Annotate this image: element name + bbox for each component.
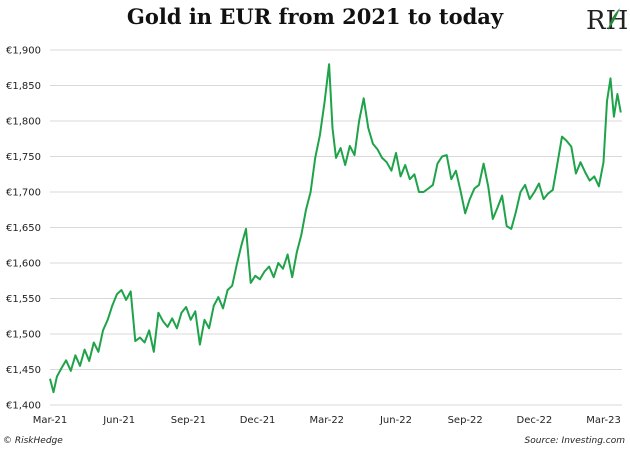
y-tick-label: €1,750 — [6, 152, 41, 163]
y-tick-label: €1,650 — [6, 223, 41, 234]
x-tick-label: Mar-23 — [586, 415, 621, 426]
x-tick-label: Jun-22 — [379, 415, 412, 426]
x-axis: Mar-21 Jun-21 Sep-21 Dec-21 Mar-22 Jun-22 Sep-… — [33, 415, 621, 426]
x-tick-label: Sep-22 — [448, 415, 483, 426]
x-tick-label: Dec-22 — [517, 415, 553, 426]
y-tick-label: €1,800 — [6, 117, 41, 128]
y-tick-label: €1,400 — [6, 401, 41, 412]
y-tick-label: €1,500 — [6, 330, 41, 341]
y-tick-label: €1,450 — [6, 365, 41, 376]
logo-text: RH — [586, 6, 628, 36]
chart-title: Gold in EUR from 2021 to today — [126, 4, 504, 29]
grid — [50, 49, 622, 406]
series-layer — [49, 63, 622, 394]
series-line — [49, 63, 622, 394]
y-tick-label: €1,600 — [6, 259, 41, 270]
riskhedge-logo: RH — [586, 6, 628, 36]
x-tick-label: Mar-21 — [33, 415, 68, 426]
x-tick-label: Dec-21 — [240, 415, 276, 426]
y-tick-label: €1,550 — [6, 294, 41, 305]
source-text: Source: Investing.com — [524, 436, 625, 446]
x-tick-label: Sep-21 — [171, 415, 206, 426]
x-tick-label: Mar-22 — [309, 415, 344, 426]
y-tick-label: €1,900 — [6, 46, 41, 57]
y-tick-label: €1,700 — [6, 188, 41, 199]
x-tick-label: Jun-21 — [102, 415, 135, 426]
y-axis: €1,400 €1,450 €1,500 €1,550 €1,600 €1,650 €1,7… — [6, 46, 41, 412]
leaf-icon — [608, 8, 620, 30]
y-tick-label: €1,850 — [6, 81, 41, 92]
copyright-text: © RiskHedge — [3, 436, 63, 446]
